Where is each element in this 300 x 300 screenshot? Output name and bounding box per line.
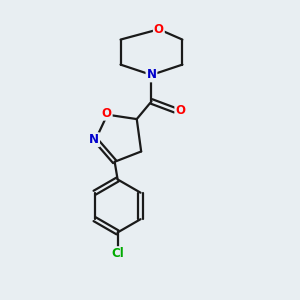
Text: O: O <box>102 107 112 120</box>
Text: O: O <box>154 23 164 36</box>
Text: N: N <box>89 133 99 146</box>
Text: N: N <box>146 68 157 81</box>
Text: O: O <box>175 104 185 117</box>
Text: Cl: Cl <box>111 247 124 260</box>
